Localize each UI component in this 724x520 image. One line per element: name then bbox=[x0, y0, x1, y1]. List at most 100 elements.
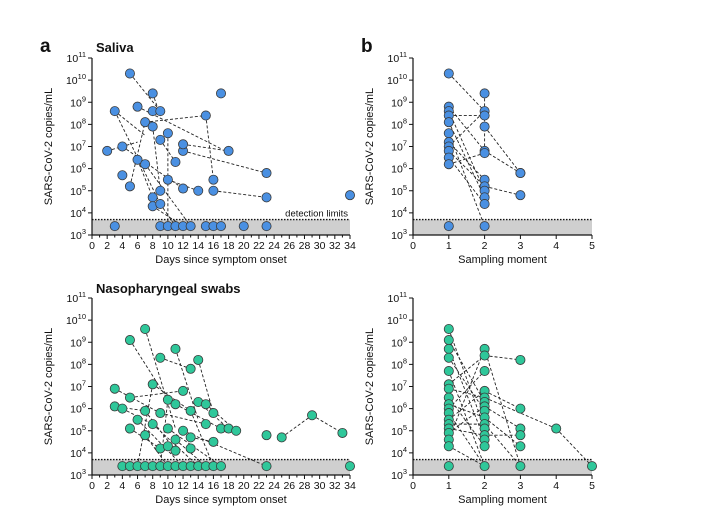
sample-pair-line bbox=[281, 414, 313, 438]
data-point bbox=[132, 101, 143, 112]
sample-pair-line bbox=[205, 115, 214, 180]
sample-pair-line bbox=[137, 159, 154, 198]
data-point bbox=[185, 405, 196, 416]
data-point bbox=[200, 399, 211, 410]
data-point bbox=[344, 461, 355, 472]
data-point bbox=[102, 145, 113, 156]
data-point bbox=[238, 221, 249, 232]
data-point bbox=[479, 121, 490, 132]
x-tick-label: 34 bbox=[344, 480, 356, 492]
data-point bbox=[170, 445, 181, 456]
y-tick-label: 104 bbox=[70, 445, 86, 460]
data-point bbox=[515, 430, 526, 441]
data-point bbox=[162, 128, 173, 139]
x-tick-label: 28 bbox=[299, 240, 311, 252]
data-point bbox=[443, 383, 454, 394]
data-point bbox=[443, 366, 454, 377]
y-tick-label: 1010 bbox=[387, 312, 407, 327]
x-tick-label: 20 bbox=[238, 240, 250, 252]
x-tick-label: 0 bbox=[410, 480, 416, 492]
sample-pair-line bbox=[448, 106, 485, 152]
x-tick-label: 8 bbox=[150, 240, 156, 252]
data-point bbox=[443, 461, 454, 472]
sample-pair-line bbox=[129, 339, 169, 401]
y-tick-label: 103 bbox=[70, 227, 86, 242]
data-point bbox=[515, 441, 526, 452]
sample-pair-line bbox=[114, 388, 161, 414]
x-tick-label: 0 bbox=[89, 240, 95, 252]
y-axis-title: SARS-CoV-2 copies/mL bbox=[43, 328, 55, 445]
x-tick-label: 16 bbox=[208, 480, 220, 492]
sample-pair-line bbox=[484, 348, 521, 467]
y-tick-label: 109 bbox=[70, 334, 86, 349]
x-tick-label: 30 bbox=[314, 240, 326, 252]
data-point bbox=[140, 117, 151, 128]
swab-row-title: Nasopharyngeal swabs bbox=[96, 281, 241, 296]
data-point bbox=[344, 190, 355, 201]
data-point bbox=[155, 199, 166, 210]
data-point bbox=[170, 399, 181, 410]
x-axis-title: Sampling moment bbox=[458, 494, 547, 506]
sample-pair-line bbox=[448, 150, 485, 187]
sample-pair-line bbox=[448, 355, 485, 385]
y-tick-label: 109 bbox=[70, 94, 86, 109]
sample-pair-line bbox=[448, 445, 485, 467]
data-point bbox=[479, 148, 490, 159]
sample-pair-line bbox=[159, 399, 169, 467]
data-point bbox=[170, 434, 181, 445]
data-point bbox=[515, 190, 526, 201]
y-tick-label: 107 bbox=[391, 139, 407, 154]
x-tick-label: 5 bbox=[589, 480, 595, 492]
sample-pair-line bbox=[137, 384, 154, 467]
sample-pair-line bbox=[129, 73, 161, 112]
sample-pair-line bbox=[555, 428, 593, 467]
data-point bbox=[515, 168, 526, 179]
x-tick-label: 24 bbox=[268, 240, 280, 252]
data-point bbox=[185, 363, 196, 374]
x-tick-label: 20 bbox=[238, 480, 250, 492]
sample-pair-line bbox=[145, 115, 206, 123]
x-tick-label: 24 bbox=[268, 480, 280, 492]
x-tick-label: 4 bbox=[553, 240, 559, 252]
x-tick-label: 14 bbox=[192, 240, 204, 252]
data-point bbox=[117, 141, 128, 152]
x-tick-label: 2 bbox=[482, 240, 488, 252]
sample-pair-line bbox=[448, 390, 485, 421]
data-point bbox=[200, 419, 211, 430]
x-tick-label: 2 bbox=[104, 480, 110, 492]
y-tick-label: 1010 bbox=[387, 72, 407, 87]
detection-band bbox=[413, 459, 592, 475]
sample-pair-line bbox=[182, 430, 267, 467]
data-point bbox=[124, 181, 135, 192]
x-tick-label: 0 bbox=[410, 240, 416, 252]
data-point bbox=[443, 352, 454, 363]
detection-limit-label: detection limits bbox=[285, 209, 348, 220]
sample-pair-line bbox=[160, 412, 206, 425]
sample-pair-line bbox=[129, 428, 161, 449]
x-tick-label: 4 bbox=[553, 480, 559, 492]
y-tick-label: 1011 bbox=[388, 50, 407, 65]
data-point bbox=[170, 156, 181, 167]
x-tick-label: 32 bbox=[329, 240, 341, 252]
y-tick-label: 106 bbox=[391, 401, 407, 416]
sample-pair-line bbox=[448, 357, 485, 412]
data-point bbox=[443, 343, 454, 354]
sample-pair-line bbox=[484, 397, 557, 429]
data-point bbox=[140, 430, 151, 441]
sample-pair-line bbox=[160, 357, 191, 370]
sample-pair-line bbox=[448, 73, 485, 112]
data-point bbox=[515, 461, 526, 472]
data-point bbox=[208, 185, 219, 196]
data-point bbox=[162, 394, 173, 405]
data-point bbox=[155, 134, 166, 145]
sample-pair-line bbox=[190, 436, 214, 443]
y-tick-label: 106 bbox=[391, 161, 407, 176]
data-point bbox=[193, 185, 204, 196]
y-tick-label: 106 bbox=[70, 161, 86, 176]
data-point bbox=[276, 432, 287, 443]
y-tick-label: 103 bbox=[70, 467, 86, 482]
sample-pair-line bbox=[448, 397, 485, 447]
data-point bbox=[479, 221, 490, 232]
sample-pair-line bbox=[448, 348, 486, 440]
